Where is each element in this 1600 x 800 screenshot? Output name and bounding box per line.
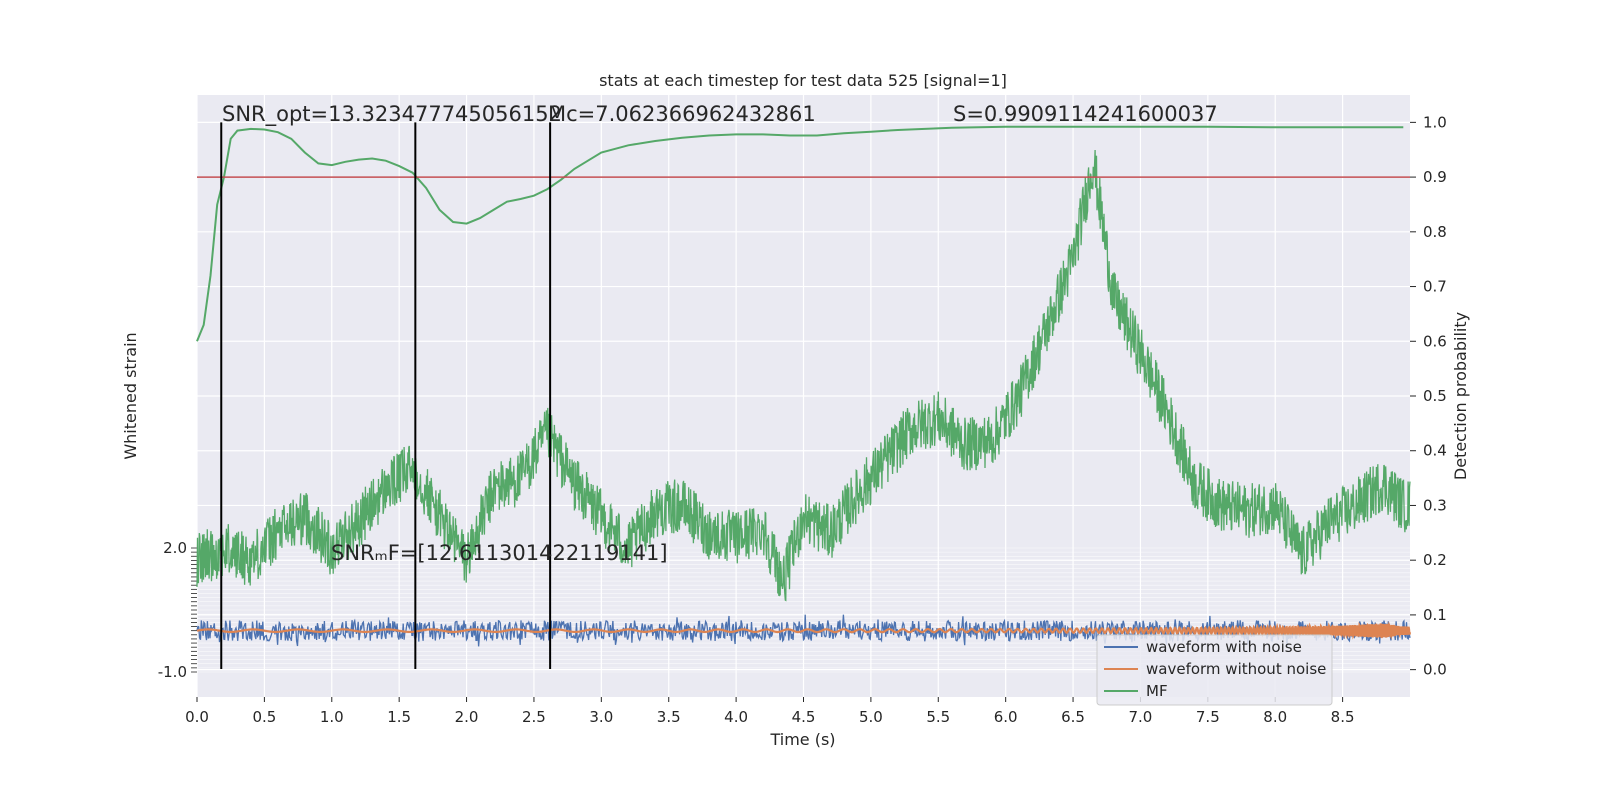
x-tick-label-16: 8.0 bbox=[1263, 708, 1287, 726]
right-tick-label-8: 0.8 bbox=[1423, 223, 1447, 241]
x-tick-label-14: 7.0 bbox=[1129, 708, 1153, 726]
x-tick-labels: 0.0 0.5 1.0 1.5 2.0 2.5 3.0 3.5 4.0 4.5 5.0 5.5 6.0 6… bbox=[185, 697, 1355, 726]
mf-trace-series bbox=[196, 149, 1411, 602]
annotation-snr-mf: SNRₘF=[12.611301422119141] bbox=[331, 541, 668, 565]
right-tick-label-10: 1.0 bbox=[1423, 113, 1447, 131]
annotation-mc: Mc=7.062366962432861 bbox=[548, 102, 816, 126]
annotation-snr-opt: SNR_opt=13.323477745056152 bbox=[222, 102, 562, 127]
legend-box bbox=[1096, 634, 1333, 706]
right-tick-label-2: 0.2 bbox=[1423, 551, 1447, 569]
x-tick-label-8: 4.0 bbox=[724, 708, 748, 726]
detection-probability-path bbox=[196, 125, 1404, 342]
legend: waveform with noise waveform without noi… bbox=[1096, 634, 1333, 706]
x-tick-label-12: 6.0 bbox=[994, 708, 1018, 726]
x-tick-label-1: 0.5 bbox=[252, 708, 276, 726]
x-tick-label-10: 5.0 bbox=[859, 708, 883, 726]
x-axis-label: Time (s) bbox=[769, 730, 835, 749]
left-tick-label-1: 2.0 bbox=[163, 539, 187, 557]
x-tick-label-0: 0.0 bbox=[185, 708, 209, 726]
x-tick-label-17: 8.5 bbox=[1331, 708, 1355, 726]
right-tick-label-7: 0.7 bbox=[1423, 278, 1447, 296]
legend-entry-mf: MF bbox=[1146, 682, 1168, 700]
right-tick-label-1: 0.1 bbox=[1423, 606, 1447, 624]
right-tick-label-5: 0.5 bbox=[1423, 387, 1447, 405]
left-axis-label: Whitened strain bbox=[121, 332, 140, 459]
left-tick-label-0: -1.0 bbox=[158, 663, 187, 681]
right-tick-label-3: 0.3 bbox=[1423, 496, 1447, 514]
x-tick-label-4: 2.0 bbox=[455, 708, 479, 726]
vertical-markers bbox=[220, 122, 552, 669]
x-tick-label-9: 4.5 bbox=[792, 708, 816, 726]
x-tick-label-6: 3.0 bbox=[589, 708, 613, 726]
chart-title: stats at each timestep for test data 525… bbox=[599, 71, 1007, 90]
right-tick-label-4: 0.4 bbox=[1423, 442, 1447, 460]
legend-entry-clean: waveform without noise bbox=[1146, 660, 1326, 678]
x-tick-label-2: 1.0 bbox=[320, 708, 344, 726]
detection-probability-line bbox=[196, 125, 1404, 342]
right-tick-label-0: 0.0 bbox=[1423, 661, 1447, 679]
annotation-s: S=0.9909114241600037 bbox=[953, 102, 1218, 126]
clean-waveform-path bbox=[196, 621, 1412, 640]
right-tick-label-9: 0.9 bbox=[1423, 168, 1447, 186]
x-tick-label-11: 5.5 bbox=[926, 708, 950, 726]
waveform-without-noise-series bbox=[196, 621, 1412, 640]
mf-trace-path bbox=[196, 149, 1411, 602]
right-axis-label: Detection probability bbox=[1451, 312, 1470, 480]
x-tick-label-5: 2.5 bbox=[522, 708, 546, 726]
left-tick-labels: -1.0 2.0 bbox=[158, 539, 187, 681]
x-tick-label-13: 6.5 bbox=[1061, 708, 1085, 726]
x-tick-label-7: 3.5 bbox=[657, 708, 681, 726]
right-tick-label-6: 0.6 bbox=[1423, 332, 1447, 350]
right-tick-labels: 0.0 0.1 0.2 0.3 0.4 0.5 0.6 0.7 0.8 0.9 1.0 bbox=[1410, 113, 1447, 679]
x-tick-label-3: 1.5 bbox=[387, 708, 411, 726]
x-tick-label-15: 7.5 bbox=[1196, 708, 1220, 726]
legend-entry-noise: waveform with noise bbox=[1146, 638, 1302, 656]
